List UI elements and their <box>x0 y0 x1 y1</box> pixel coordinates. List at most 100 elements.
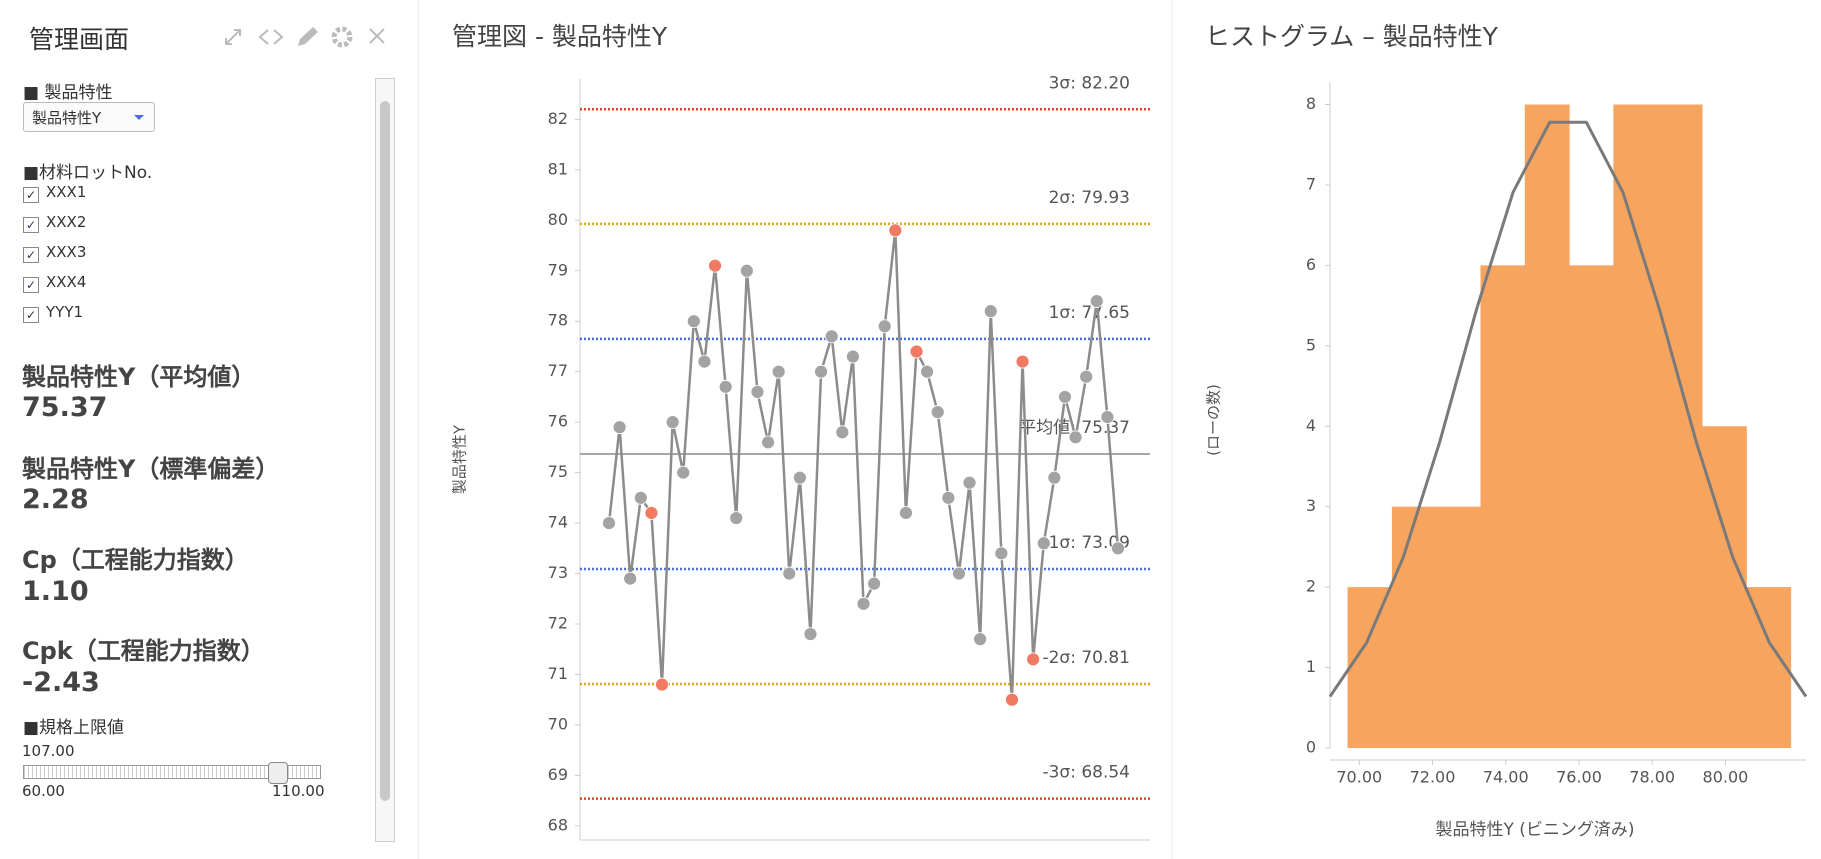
bar <box>1613 104 1659 749</box>
checkbox[interactable]: ✓ XXX4 <box>23 273 86 293</box>
data-point <box>1026 652 1041 667</box>
stat-label: 製品特性Y（標準偏差） <box>22 455 280 483</box>
bar <box>1524 104 1570 749</box>
data-point <box>686 314 701 329</box>
data-point <box>952 566 966 581</box>
data-point <box>835 425 850 440</box>
data-point <box>941 490 956 505</box>
data-point <box>877 319 892 334</box>
y-tick-label: 8 <box>1306 94 1316 113</box>
slider-label: ■規格上限値 <box>23 718 125 738</box>
data-point <box>1005 692 1019 707</box>
data-point <box>1089 294 1104 308</box>
y-tick-label: 82 <box>548 109 568 128</box>
reference-label: 3σ: 82.20 <box>1049 73 1130 93</box>
stat-label: 製品特性Y（平均値） <box>22 363 256 391</box>
checkbox-label: XXX1 <box>46 183 87 201</box>
data-point <box>665 415 680 430</box>
stat-value: 1.10 <box>22 576 89 607</box>
data-point <box>1100 410 1115 425</box>
y-tick-label: 71 <box>548 664 568 683</box>
close-icon[interactable] <box>369 28 385 44</box>
checkbox-label: XXX4 <box>46 273 87 291</box>
x-axis-label: 製品特性Y (ビニング済み) <box>1435 820 1634 840</box>
bar <box>1569 265 1614 748</box>
checkbox[interactable]: ✓ XXX2 <box>23 213 86 233</box>
checkbox[interactable]: ✓ YYY1 <box>23 303 83 323</box>
slider-value: 107.00 <box>22 742 75 760</box>
x-tick-label: 72.00 <box>1410 768 1456 787</box>
data-point <box>718 379 733 394</box>
checkbox[interactable]: ✓ XXX3 <box>23 243 86 263</box>
y-tick-label: 5 <box>1306 335 1316 354</box>
data-point <box>994 546 1009 561</box>
data-point <box>750 384 765 399</box>
slider-track[interactable] <box>23 765 321 779</box>
slider-max: 110.00 <box>272 782 325 800</box>
y-tick-label: 7 <box>1306 174 1316 193</box>
x-tick-label: 80.00 <box>1703 768 1749 787</box>
data-point <box>1047 470 1062 485</box>
bar <box>1657 104 1703 749</box>
reference-label: -3σ: 68.54 <box>1042 763 1130 783</box>
checkbox-label: YYY1 <box>46 303 84 321</box>
reference-label: -2σ: 70.81 <box>1042 648 1130 668</box>
settings-icon[interactable] <box>331 26 353 48</box>
stat-value: -2.43 <box>22 667 100 698</box>
checkbox-label: XXX2 <box>46 213 87 231</box>
dropdown[interactable]: 製品特性Y <box>23 102 155 132</box>
slider-min: 60.00 <box>22 782 65 800</box>
slider-thumb[interactable] <box>268 762 288 784</box>
y-tick-label: 0 <box>1306 738 1316 757</box>
checkbox-label: XXX3 <box>46 243 87 261</box>
scrollbar[interactable] <box>375 78 395 842</box>
bar <box>1746 587 1792 748</box>
control-panel: 管理画面 ■ 製品特性 製品特性Y ■材料ロットNo. ✓ XXX1 ✓ XXX2 … <box>0 0 419 859</box>
reference-label: 2σ: 79.93 <box>1049 188 1130 208</box>
data-point <box>1111 541 1125 556</box>
data-point <box>909 344 924 359</box>
bar <box>1391 506 1437 748</box>
data-point <box>1068 430 1083 445</box>
data-point <box>1015 354 1030 369</box>
data-point <box>708 258 722 273</box>
y-tick-label: 81 <box>548 159 568 178</box>
y-axis-label: 製品特性Y <box>451 424 469 494</box>
chart-title: ヒストグラム – 製品特性Y <box>1205 22 1499 51</box>
data-point <box>612 420 627 435</box>
data-point <box>920 364 935 379</box>
data-point <box>930 405 945 419</box>
y-tick-label: 68 <box>548 815 568 834</box>
data-point <box>771 364 786 379</box>
checkbox[interactable]: ✓ XXX1 <box>23 183 86 203</box>
data-point <box>623 571 638 586</box>
data-point <box>899 506 913 520</box>
y-tick-label: 73 <box>548 563 568 582</box>
stat-label: Cp（工程能力指数） <box>22 546 249 574</box>
edit-icon[interactable] <box>298 27 318 46</box>
data-point <box>676 465 691 480</box>
y-tick-label: 69 <box>548 765 568 784</box>
data-point <box>697 354 712 369</box>
data-point <box>602 516 616 530</box>
data-point <box>856 596 871 611</box>
data-point <box>962 475 977 490</box>
expand-icon[interactable] <box>225 29 241 45</box>
fit-curve <box>1328 120 1808 698</box>
y-tick-label: 4 <box>1306 416 1316 435</box>
data-point <box>973 632 988 647</box>
data-point <box>761 435 775 450</box>
data-point <box>824 329 839 344</box>
data-point <box>845 349 860 364</box>
y-axis-label: (ローの数) <box>1205 384 1223 456</box>
data-point <box>739 263 754 278</box>
bar <box>1480 265 1526 748</box>
data-point <box>1079 369 1094 384</box>
stat-value: 75.37 <box>22 392 108 423</box>
data-point <box>803 627 818 642</box>
code-icon[interactable] <box>258 29 284 45</box>
data-point <box>644 506 659 520</box>
y-tick-label: 77 <box>548 361 568 380</box>
